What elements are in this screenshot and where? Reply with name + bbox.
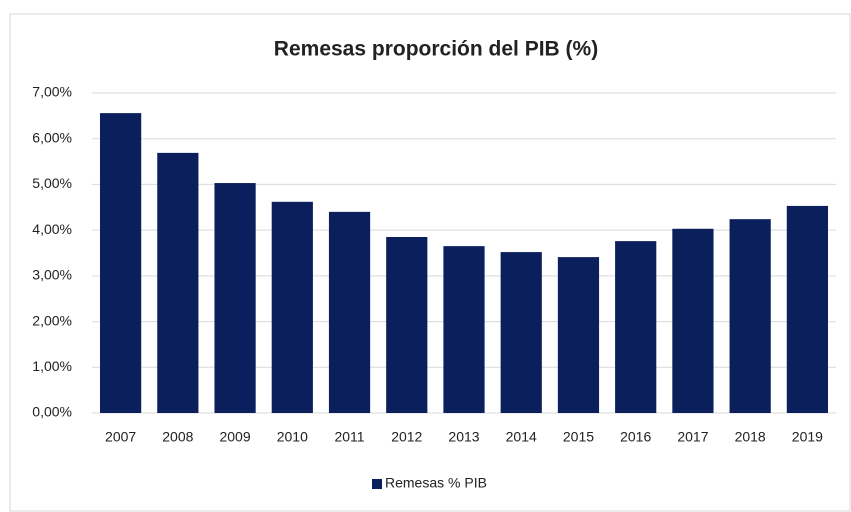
bar bbox=[786, 205, 828, 413]
y-tick-label: 2,00% bbox=[32, 312, 72, 328]
x-tick-label: 2018 bbox=[735, 429, 766, 445]
y-tick-label: 7,00% bbox=[32, 84, 72, 100]
bar bbox=[157, 152, 199, 413]
bar bbox=[443, 246, 485, 413]
bar bbox=[386, 237, 428, 413]
y-tick-label: 4,00% bbox=[32, 221, 72, 237]
y-tick-label: 6,00% bbox=[32, 129, 72, 145]
y-tick-label: 1,00% bbox=[32, 358, 72, 374]
y-tick-label: 5,00% bbox=[32, 175, 72, 191]
x-tick-label: 2013 bbox=[448, 429, 479, 445]
legend-label: Remesas % PIB bbox=[385, 475, 487, 491]
bar bbox=[271, 201, 313, 413]
x-tick-label: 2012 bbox=[391, 429, 422, 445]
bar bbox=[557, 257, 600, 413]
chart-title: Remesas proporción del PIB (%) bbox=[274, 38, 598, 61]
x-tick-label: 2014 bbox=[506, 429, 537, 445]
bar bbox=[214, 183, 256, 413]
bar bbox=[729, 219, 771, 413]
x-tick-label: 2009 bbox=[219, 429, 250, 445]
bar bbox=[615, 241, 657, 413]
legend-swatch bbox=[372, 479, 382, 489]
x-tick-label: 2017 bbox=[677, 429, 708, 445]
bar bbox=[500, 252, 542, 413]
x-tick-label: 2016 bbox=[620, 429, 651, 445]
y-tick-label: 0,00% bbox=[32, 404, 72, 420]
x-tick-label: 2019 bbox=[792, 429, 823, 445]
x-tick-label: 2015 bbox=[563, 429, 594, 445]
y-tick-label: 3,00% bbox=[32, 267, 72, 283]
x-tick-label: 2008 bbox=[162, 429, 193, 445]
bar bbox=[328, 211, 371, 413]
x-tick-label: 2010 bbox=[277, 429, 308, 445]
bar bbox=[672, 228, 714, 413]
bar bbox=[100, 113, 142, 413]
x-tick-label: 2011 bbox=[334, 429, 364, 445]
x-tick-label: 2007 bbox=[105, 429, 136, 445]
